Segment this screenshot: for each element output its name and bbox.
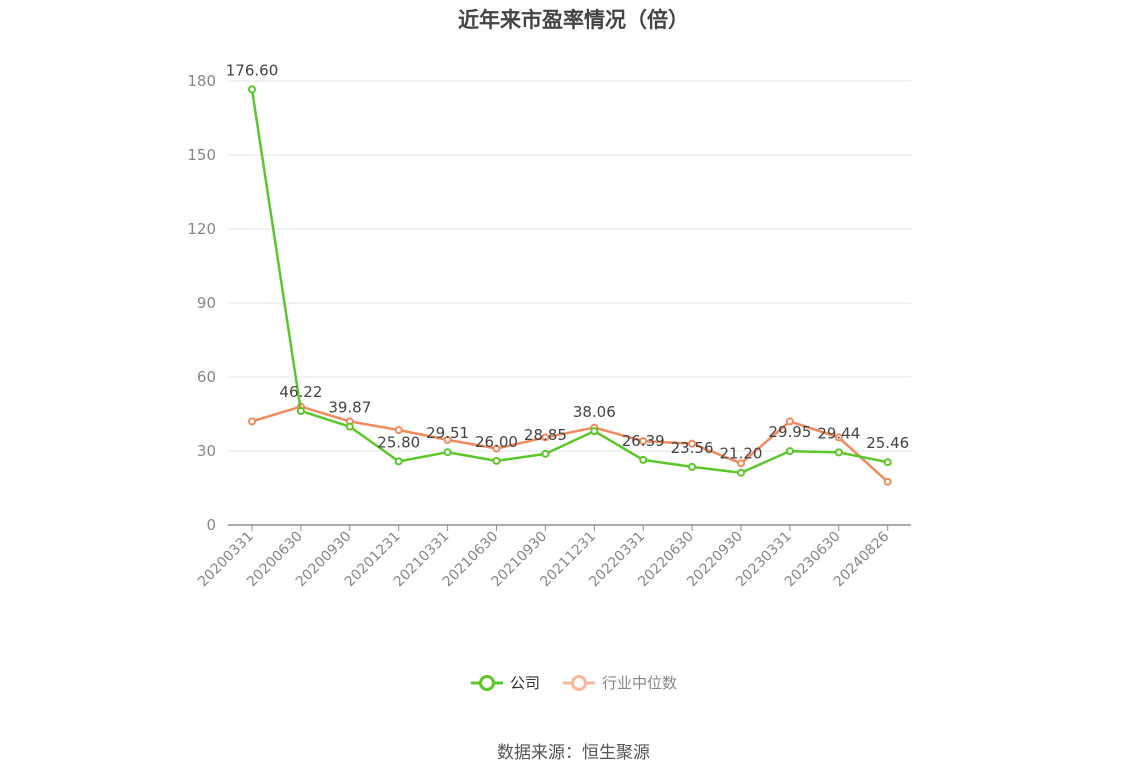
data-point-industry [883,477,892,486]
data-label-company: 21.20 [720,445,763,463]
data-point-industry [688,439,697,448]
data-point-company [883,458,892,467]
data-point-company [394,457,403,466]
data-label-company: 29.44 [817,424,860,442]
data-point-company [248,85,256,94]
data-label-company: 38.06 [573,403,616,421]
data-label-company: 176.60 [226,61,279,79]
data-label-company: 28.85 [524,426,567,444]
data-label-company: 39.87 [328,399,371,417]
data-point-industry [492,444,501,453]
data-label-company: 25.80 [377,433,420,451]
data-point-industry [834,433,843,442]
y-tick-label: 90 [197,294,216,312]
y-tick-label: 180 [187,72,216,90]
data-point-company [590,427,599,436]
y-tick-label: 30 [197,442,216,460]
series-line-industry [251,405,889,483]
data-label-company: 46.22 [279,383,322,401]
data-label-company: 26.00 [475,433,518,451]
legend-marker-industry [563,674,595,691]
data-point-industry [248,417,256,426]
y-tick-label: 0 [206,516,216,534]
data-point-company [688,462,697,471]
series-line-company [250,89,888,474]
data-point-industry [443,435,452,444]
data-point-industry [639,437,648,446]
data-label-company: 25.46 [866,434,909,452]
data-point-industry [394,426,403,435]
y-tick-label: 60 [197,368,216,386]
data-label-company: 29.95 [768,423,811,441]
data-label-company: 23.56 [671,439,714,457]
data-point-company [443,448,452,457]
legend-marker-company [470,674,503,691]
data-point-company [541,449,550,458]
data-point-company [296,406,305,415]
legend: 公司 行业中位数 [0,672,1147,693]
data-point-company [639,455,648,464]
data-point-company [492,456,501,465]
data-point-company [785,447,794,456]
data-point-company [834,448,843,457]
data-point-industry [785,417,794,426]
legend-label-company: 公司 [509,674,540,692]
legend-item-company[interactable]: 公司 [470,672,540,693]
data-point-industry [541,433,550,442]
source-note: 数据来源：恒生聚源 [497,743,650,763]
chart-plot: 0306090120150180202003312020063020200930… [187,61,911,590]
data-label-company: 26.39 [622,432,665,450]
data-point-company [737,468,745,477]
legend-item-industry[interactable]: 行业中位数 [562,672,677,693]
data-point-company [345,422,354,431]
y-tick-label: 120 [187,220,216,238]
y-tick-label: 150 [187,146,216,164]
chart-title: 近年来市盈率情况（倍） [458,8,689,32]
data-point-industry [737,459,745,468]
legend-label-industry: 行业中位数 [602,674,678,692]
data-label-company: 29.51 [426,424,469,442]
